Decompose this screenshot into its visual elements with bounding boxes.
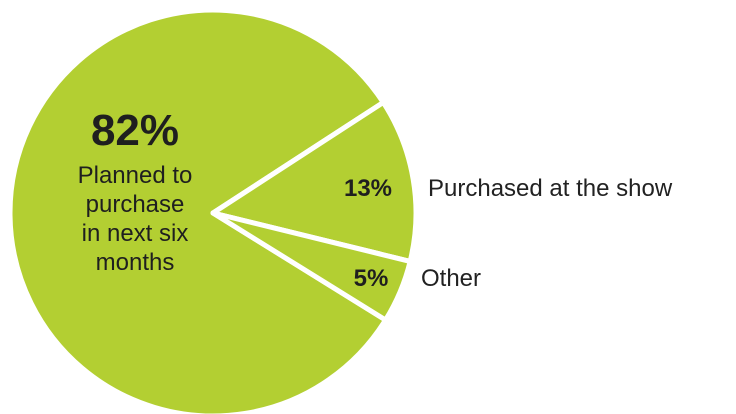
slice-other (210, 210, 413, 323)
slice-purchased (210, 99, 419, 264)
slice-value-label-purchased: 13% (344, 175, 392, 202)
slice-label-purchased: Purchased at the show (428, 175, 673, 202)
slice-value-label-other: 5% (354, 265, 389, 292)
slice-label-planned-line-4: months (96, 249, 175, 276)
slice-value-label-planned: 82% (91, 106, 179, 155)
pie-labels: 82% Planned to purchase in next six mont… (78, 106, 673, 292)
slice-label-planned-line-1: Planned to (78, 162, 193, 189)
slice-label-planned-line-2: purchase (86, 191, 185, 218)
slice-label-other: Other (421, 265, 481, 292)
slice-label-planned-line-3: in next six (82, 220, 189, 247)
pie-slices (7, 7, 419, 414)
slice-planned (7, 7, 389, 414)
